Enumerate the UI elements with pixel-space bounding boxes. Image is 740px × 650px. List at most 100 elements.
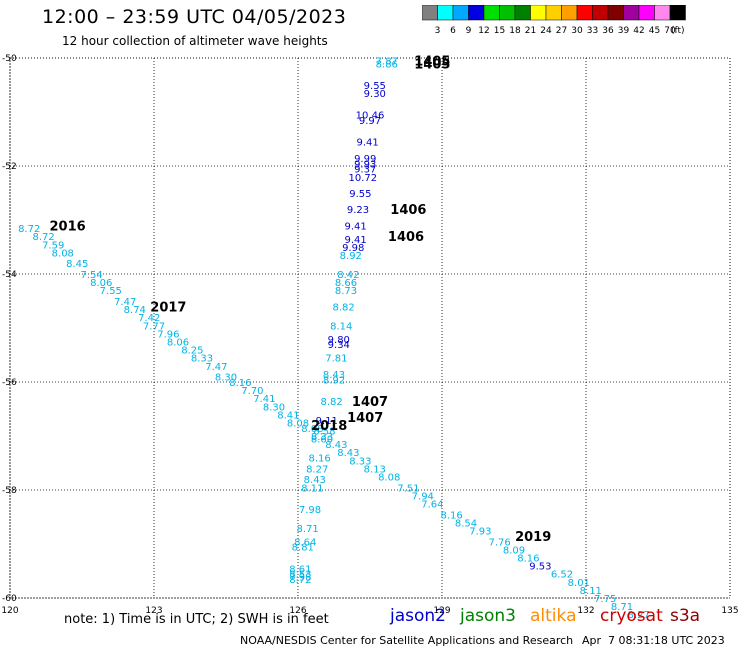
wave-height-point: 8.27: [306, 464, 328, 475]
wave-height-point: 8.41: [277, 410, 299, 421]
wave-height-point: 7.76: [488, 537, 510, 548]
wave-height-point: 8.61: [289, 564, 311, 575]
chart-title: 12:00 – 23:59 UTC 04/05/2023: [42, 6, 347, 28]
wave-height-point: 9.55: [349, 189, 371, 200]
legend-tick-label: 3: [435, 26, 441, 36]
x-tick-label: 135: [721, 606, 738, 616]
x-tick-label: 129: [433, 606, 450, 616]
wave-height-point: 9.98: [342, 243, 364, 254]
wave-height-point: 7.41: [253, 394, 275, 405]
wave-height-point: 8.33: [349, 456, 371, 467]
wave-height-point: 8.43: [304, 475, 326, 486]
wave-height-point: 9.93: [354, 159, 376, 170]
wave-height-point: 7.93: [469, 527, 491, 538]
track-label: 2019: [515, 530, 551, 545]
wave-height-point: 7.54: [80, 270, 102, 281]
wave-height-point: 8.27: [628, 610, 650, 621]
wave-height-point: 8.30: [263, 402, 285, 413]
wave-height-point: 7.47: [205, 362, 227, 373]
legend-swatch: [669, 5, 686, 21]
wave-height-point: 9.97: [359, 116, 381, 127]
generated-timestamp: Apr 7 08:31:18 UTC 2023: [582, 634, 725, 647]
legend-unit: (ft): [671, 26, 685, 36]
track-label: 1406: [388, 230, 424, 245]
wave-height-point: 8.16: [229, 378, 251, 389]
wave-height-point: 8.72: [32, 232, 54, 243]
wave-height-point: 8.14: [330, 321, 352, 332]
wave-height-point: 8.33: [311, 432, 333, 443]
wave-height-point: 8.33: [191, 354, 213, 365]
wave-height-point: 8.30: [215, 373, 237, 384]
footer-note: note: 1) Time is in UTC; 2) SWH is in fe…: [64, 612, 329, 627]
wave-height-point: 7.77: [143, 321, 165, 332]
wave-height-point: 8.71: [296, 524, 318, 535]
wave-height-point: 7.94: [412, 491, 434, 502]
track-label: 1407: [352, 395, 388, 410]
satellite-label-cryosat: cryosat: [600, 606, 663, 626]
y-tick-label: -56: [2, 378, 17, 388]
track-label: 1407: [347, 411, 383, 426]
satellite-label-jason3: jason3: [460, 606, 516, 626]
x-tick-label: 120: [1, 606, 18, 616]
wave-height-point: 8.92: [340, 251, 362, 262]
wave-height-point: 8.71: [611, 602, 633, 613]
wave-height-point: 8.42: [337, 270, 359, 281]
legend-tick-label: 24: [540, 26, 552, 36]
wave-height-point: 9.37: [354, 165, 376, 176]
wave-height-point: 8.08: [287, 419, 309, 430]
legend-tick-label: 27: [556, 26, 567, 36]
wave-height-point: 9.41: [344, 221, 366, 232]
chart-subtitle: 12 hour collection of altimeter wave hei…: [62, 34, 328, 48]
wave-height-point: 9.34: [328, 340, 350, 351]
wave-height-point: 9.11: [316, 416, 338, 427]
credit-line: NOAA/NESDIS Center for Satellite Applica…: [240, 634, 574, 647]
wave-height-point: 8.13: [364, 464, 386, 475]
wave-height-point: 8.92: [323, 375, 345, 386]
track-label: 2017: [150, 300, 186, 315]
wave-height-point: 7.47: [114, 297, 136, 308]
track-label: 2018: [311, 419, 347, 434]
track-label: 1405: [414, 55, 450, 70]
wave-height-point: 9.23: [347, 205, 369, 216]
wave-height-point: 8.54: [455, 518, 477, 529]
wave-height-point: 8.43: [337, 448, 359, 459]
legend-tick-label: 15: [494, 26, 505, 36]
wave-height-point: 8.82: [332, 302, 354, 313]
legend-tick-label: 39: [618, 26, 630, 36]
wave-height-point: 8.74: [124, 305, 146, 316]
wave-height-point: 8.11: [301, 483, 323, 494]
wave-height-point: 8.73: [335, 286, 357, 297]
wave-height-point: 9.41: [356, 138, 378, 149]
wave-height-point: 8.66: [335, 278, 357, 289]
satellite-label-altika: altika: [530, 606, 577, 626]
wave-height-point: 8.45: [66, 259, 88, 270]
legend-tick-label: 9: [466, 26, 472, 36]
wave-height-point: 8.81: [292, 543, 314, 554]
wave-height-point: 8.08: [52, 248, 74, 259]
wave-height-point: 9.41: [344, 235, 366, 246]
wave-height-point: 8.06: [167, 338, 189, 349]
satellite-label-jason2: jason2: [390, 606, 446, 626]
wave-height-point: 8.60: [311, 435, 333, 446]
wave-height-point: 7.55: [100, 286, 122, 297]
legend-tick-label: 21: [525, 26, 536, 36]
wave-height-point: 8.08: [378, 473, 400, 484]
legend-tick-label: 36: [602, 26, 614, 36]
wave-height-point: 8.86: [376, 59, 398, 70]
satellite-label-s3a: s3a: [670, 606, 701, 626]
legend-tick-label: 70: [664, 26, 676, 36]
legend-tick-label: 6: [450, 26, 456, 36]
legend-tick-label: 18: [509, 26, 521, 36]
wave-height-point: 8.16: [517, 554, 539, 565]
legend-tick-label: 42: [633, 26, 644, 36]
wave-height-point: 7.42: [138, 313, 160, 324]
wave-height-point: 7.70: [241, 386, 263, 397]
y-tick-label: -52: [2, 162, 17, 172]
y-tick-label: -60: [2, 594, 17, 604]
wave-height-point: 10.46: [356, 111, 385, 122]
wave-height-point: 8.11: [580, 586, 602, 597]
wave-height-point: 8.64: [294, 537, 316, 548]
wave-height-point: 9.30: [364, 89, 386, 100]
y-tick-label: -58: [2, 486, 17, 496]
